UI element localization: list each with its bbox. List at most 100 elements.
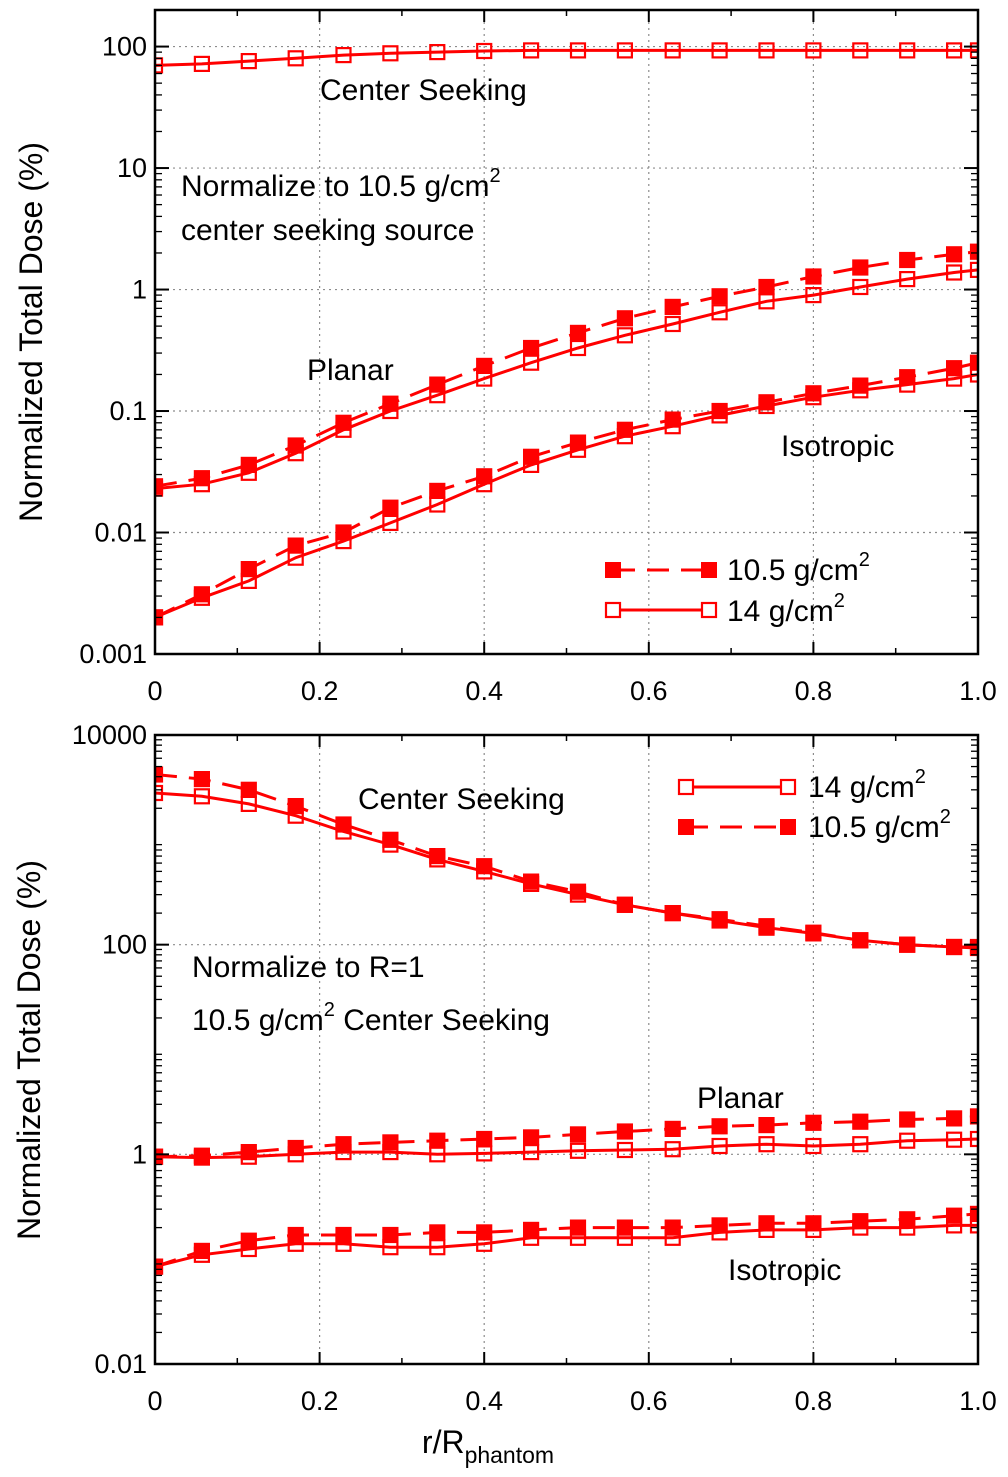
point-top-planar-14-2 bbox=[240, 464, 257, 481]
y-tick-label-top-0: 0.001 bbox=[79, 639, 147, 669]
point-bottom-isotropic-14-18 bbox=[969, 1217, 978, 1234]
point-bottom-center-14-18 bbox=[969, 939, 978, 957]
y-tick-label-top-2: 0.1 bbox=[109, 396, 147, 426]
series-group-top bbox=[155, 42, 978, 626]
series-line-bottom-center-14 bbox=[155, 791, 978, 950]
y-axis-label-bottom: Normalized Total Dose (%) bbox=[11, 860, 47, 1240]
point-top-planar-14-16 bbox=[899, 271, 916, 288]
point-top-center-14-18 bbox=[969, 42, 978, 59]
point-top-isotropic-14-13 bbox=[758, 397, 775, 415]
point-bottom-center-14-7 bbox=[476, 863, 493, 880]
series-line-top-center-14 bbox=[155, 48, 978, 67]
point-top-planar-14-7 bbox=[476, 370, 493, 387]
point-top-center-14-6 bbox=[429, 43, 446, 61]
point-bottom-planar-10.5-17 bbox=[945, 1110, 963, 1127]
point-top-isotropic-10.5-2 bbox=[240, 560, 257, 578]
point-bottom-planar-14-0 bbox=[155, 1148, 164, 1165]
point-bottom-isotropic-14-14 bbox=[805, 1221, 822, 1239]
point-bottom-isotropic-14-8 bbox=[522, 1229, 540, 1246]
point-top-isotropic-14-6 bbox=[429, 496, 446, 513]
point-top-isotropic-14-8 bbox=[522, 456, 540, 473]
legend-marker-filled-right-top bbox=[701, 562, 717, 578]
point-bottom-center-14-10 bbox=[616, 896, 634, 913]
point-bottom-isotropic-14-15 bbox=[852, 1219, 869, 1236]
point-top-planar-14-18 bbox=[969, 261, 978, 278]
point-top-planar-10.5-16 bbox=[899, 251, 916, 269]
legend-text-2-top: 14 g/cm bbox=[727, 595, 834, 628]
legend-marker-filled-right-bottom bbox=[780, 819, 796, 835]
point-bottom-planar-10.5-15 bbox=[852, 1113, 869, 1130]
y-tick-label-top-3: 1 bbox=[132, 275, 147, 305]
point-bottom-isotropic-10.5-4 bbox=[335, 1226, 352, 1244]
point-bottom-center-14-6 bbox=[429, 851, 446, 868]
point-bottom-planar-14-5 bbox=[382, 1143, 399, 1161]
legend-sup-1-top: 2 bbox=[859, 549, 870, 571]
point-top-isotropic-14-1 bbox=[193, 589, 210, 606]
grid-bottom bbox=[155, 735, 978, 1364]
point-bottom-isotropic-10.5-3 bbox=[287, 1226, 304, 1244]
point-bottom-isotropic-14-17 bbox=[945, 1217, 963, 1234]
point-top-isotropic-14-9 bbox=[569, 441, 587, 458]
point-bottom-planar-14-2 bbox=[240, 1148, 257, 1165]
legend-top: 10.5 g/cm2 14 g/cm2 bbox=[604, 549, 870, 628]
point-top-planar-10.5-17 bbox=[945, 246, 963, 263]
point-bottom-planar-14-18 bbox=[969, 1130, 978, 1148]
legend-text-2-bottom: 10.5 g/cm bbox=[808, 811, 940, 844]
label-isotropic-bottom: Isotropic bbox=[728, 1254, 841, 1287]
y-tick-label-top-5: 100 bbox=[102, 32, 147, 62]
y-tick-label-top-1: 0.01 bbox=[94, 518, 147, 548]
legend-sup-2-top: 2 bbox=[834, 590, 845, 612]
x-tick-label-top-4: 0.8 bbox=[795, 676, 833, 706]
point-bottom-planar-14-17 bbox=[945, 1131, 963, 1148]
legend-text-1-bottom: 14 g/cm bbox=[808, 771, 915, 804]
x-axis-label-sub: phantom bbox=[465, 1442, 555, 1468]
legend-text-1-top: 10.5 g/cm bbox=[727, 554, 859, 587]
legend-marker-filled-left-bottom bbox=[678, 819, 694, 835]
x-axis-label: r/Rphantom bbox=[422, 1424, 554, 1468]
point-bottom-isotropic-14-6 bbox=[429, 1239, 446, 1256]
point-top-isotropic-14-16 bbox=[899, 376, 916, 393]
note-line1-sup: 2 bbox=[489, 165, 500, 187]
point-bottom-center-14-12 bbox=[711, 912, 728, 929]
point-top-planar-10.5-7 bbox=[476, 357, 493, 374]
legend-entry-1-bottom: 14 g/cm2 bbox=[808, 766, 926, 804]
point-top-planar-14-14 bbox=[805, 287, 822, 304]
y-tick-label-top-4: 10 bbox=[117, 153, 147, 183]
point-bottom-planar-14-3 bbox=[287, 1146, 304, 1163]
ticks-bottom: 0 0.2 0.4 0.6 0.8 1.0 0.01 1 100 10000 bbox=[72, 720, 997, 1416]
y-tick-label-bottom-0: 0.01 bbox=[94, 1349, 147, 1379]
point-bottom-planar-14-9 bbox=[569, 1142, 587, 1159]
series-line-bottom-planar-14 bbox=[155, 1137, 978, 1160]
point-top-center-14-8 bbox=[522, 42, 540, 59]
point-top-center-14-10 bbox=[616, 42, 634, 59]
point-bottom-planar-10.5-12 bbox=[711, 1118, 728, 1135]
point-bottom-planar-14-15 bbox=[852, 1136, 869, 1153]
legend-entry-1-top: 10.5 g/cm2 bbox=[727, 549, 870, 587]
point-bottom-center-14-16 bbox=[899, 936, 916, 953]
y-tick-label-bottom-1: 1 bbox=[132, 1139, 147, 1169]
point-bottom-isotropic-14-1 bbox=[193, 1246, 210, 1263]
point-top-planar-14-10 bbox=[616, 327, 634, 344]
legend-entry-2-top: 14 g/cm2 bbox=[727, 590, 845, 628]
point-top-center-14-3 bbox=[287, 50, 304, 67]
point-bottom-planar-14-4 bbox=[335, 1143, 352, 1161]
point-bottom-planar-14-8 bbox=[522, 1143, 540, 1161]
point-top-center-14-13 bbox=[758, 42, 775, 59]
note-line1-text: Normalize to 10.5 g/cm bbox=[181, 170, 489, 203]
series-line-top-isotropic-14 bbox=[155, 373, 978, 619]
series-line-top-planar-14 bbox=[155, 268, 978, 491]
point-bottom-planar-14-6 bbox=[429, 1146, 446, 1163]
point-top-isotropic-14-4 bbox=[335, 532, 352, 550]
point-top-planar-14-3 bbox=[287, 445, 304, 462]
note-line1-bottom: Normalize to R=1 bbox=[192, 951, 425, 984]
point-bottom-planar-10.5-9 bbox=[569, 1126, 587, 1143]
point-bottom-planar-14-1 bbox=[193, 1149, 210, 1166]
y-tick-label-bottom-3: 10000 bbox=[72, 720, 147, 750]
point-top-center-14-7 bbox=[476, 42, 493, 60]
point-top-planar-10.5-18 bbox=[969, 243, 978, 260]
x-tick-label-top-1: 0.2 bbox=[301, 676, 339, 706]
point-bottom-center-14-4 bbox=[335, 823, 352, 840]
point-top-center-14-11 bbox=[664, 42, 681, 59]
note-line2-sup: 2 bbox=[324, 999, 335, 1021]
point-bottom-planar-14-16 bbox=[899, 1132, 916, 1149]
